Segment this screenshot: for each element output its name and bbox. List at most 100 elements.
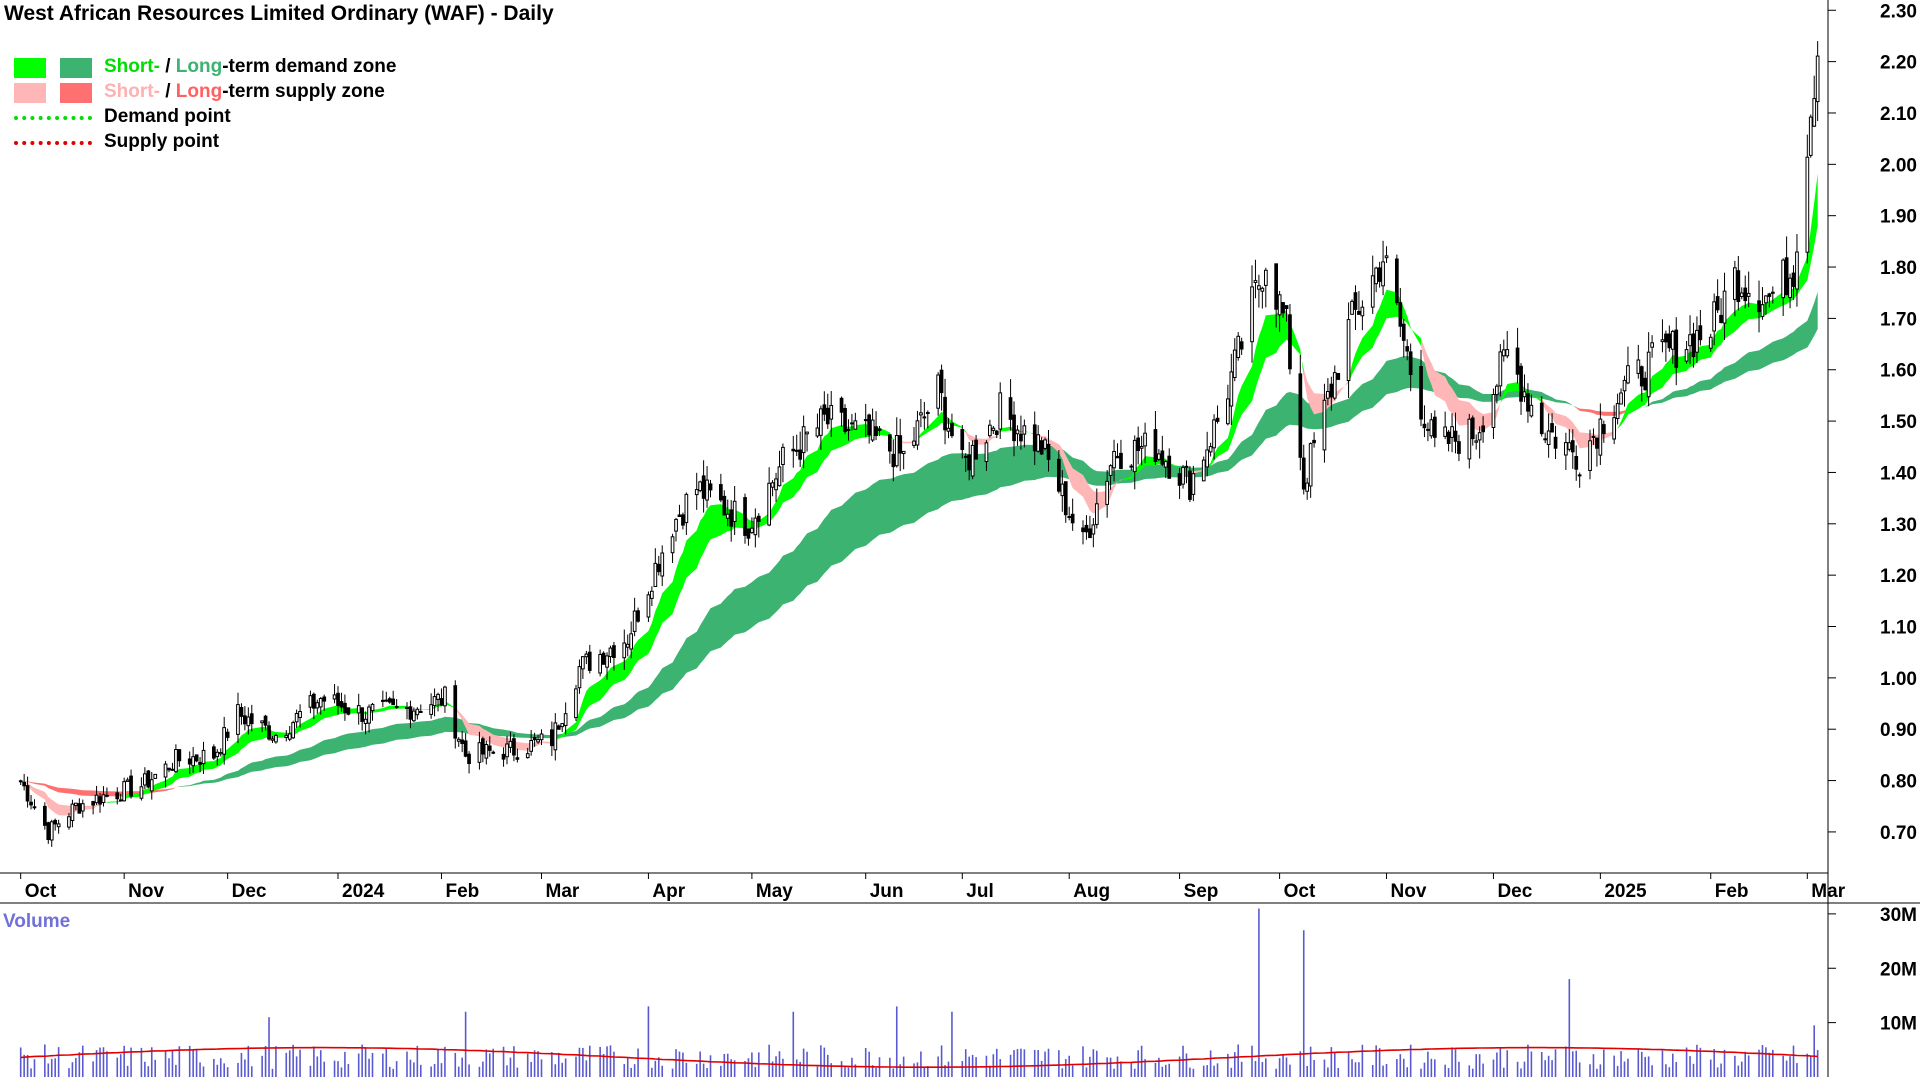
candle [1795,234,1799,307]
candle-body [1457,441,1461,454]
candle [267,721,271,741]
candle-body [846,429,851,431]
candle [539,729,544,746]
candle-body [105,794,109,797]
legend-supply-sep: / [159,81,176,102]
candle-body [1329,383,1334,398]
candle [43,802,47,830]
candle [732,485,737,536]
candle [850,413,854,431]
candle [1274,263,1279,328]
candle [1153,410,1158,465]
candle-body [1567,442,1572,450]
candle-body [1046,443,1051,460]
candle-body [1084,524,1089,533]
candle-body [1301,457,1306,490]
candle-body [1529,404,1534,417]
candle [370,702,375,721]
candle-body [936,374,940,409]
candle-body [1429,419,1434,437]
candle-body [315,702,320,709]
y-tick-label: 1.80 [1880,258,1917,279]
candle-body [263,715,268,726]
candle-body [1181,466,1185,485]
candle [656,555,661,576]
candle [77,798,82,814]
candle-body [1326,391,1330,399]
candle [391,690,395,705]
legend-supply-short: Short- [104,81,160,102]
y-tick-label: 0.70 [1880,823,1917,844]
candle-body [512,738,516,756]
candle-body [1136,437,1141,452]
candle [1746,271,1751,308]
candle-body [118,799,123,802]
short-term-zone [1034,433,1121,514]
candle [553,713,558,761]
candle [139,777,144,801]
candle [46,821,51,844]
candle [18,779,23,785]
candle-body [1646,351,1651,398]
candle [415,707,420,720]
candle-body [660,552,665,577]
candle-body [1612,417,1617,440]
candle [794,434,799,457]
candle [125,777,130,782]
candle-body [1298,373,1303,458]
candle [1764,295,1768,315]
y-tick-label: 1.40 [1880,463,1917,484]
candle [1201,456,1206,482]
y-tick-label: 2.30 [1880,1,1917,22]
candle [1757,280,1761,333]
candle-body [1119,452,1123,469]
candle [439,688,444,706]
candle-body [194,754,199,762]
candle-body [1260,287,1265,292]
candle-body [584,653,589,658]
x-tick-label: Nov [1391,881,1427,902]
candle [1212,414,1216,460]
candle-body [291,722,295,739]
candle [1567,429,1572,452]
candle-body [943,396,947,431]
x-tick-label: Oct [1284,881,1316,902]
candle-body [405,706,409,710]
candle-body [1012,414,1016,442]
candle [994,429,999,439]
candle [429,693,433,719]
candle [660,545,665,587]
candle-body [1019,433,1023,442]
x-tick-label: Dec [1497,881,1532,902]
candle-body [201,749,206,765]
candle [1288,303,1292,375]
candle-body [453,685,458,739]
candle-body [294,713,299,723]
candle-body [332,694,337,700]
candle [939,364,944,411]
candle-body [1063,481,1068,516]
candle-body [529,740,533,752]
candle-body [249,713,254,725]
candle-body [1788,277,1792,299]
candle [746,528,751,546]
candle [463,733,468,758]
candle-body [139,786,144,799]
candle [487,736,492,757]
candle-body [632,610,637,632]
candle [1312,432,1316,448]
candle [225,728,230,741]
long-term-zone [1645,291,1818,408]
candle-body [1112,451,1116,469]
candle [512,733,516,762]
candle [1505,331,1510,359]
candle [1688,315,1692,365]
candle [1401,318,1406,358]
candle-body [370,703,375,712]
candle [153,773,158,779]
candle-body [1467,418,1472,460]
candle [129,769,133,799]
candle [1771,286,1775,304]
candle [753,508,758,548]
candle-body [577,666,582,689]
